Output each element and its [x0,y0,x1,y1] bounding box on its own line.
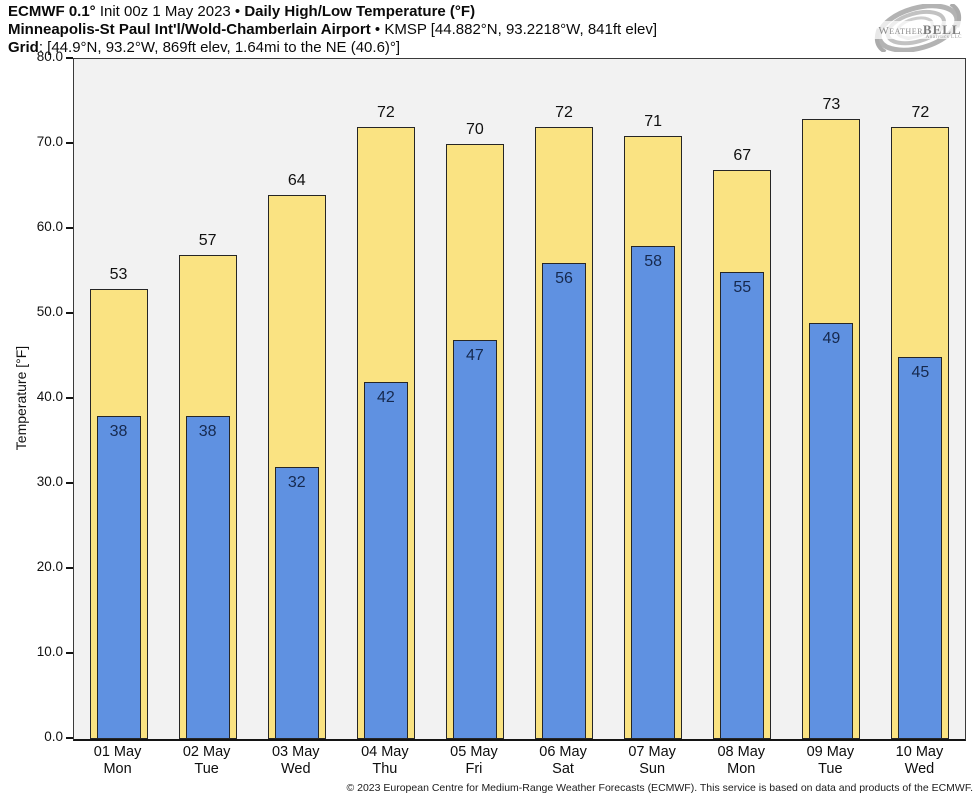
x-tick-date: 02 May [182,744,231,760]
low-bar [96,416,141,739]
y-tick-mark [66,397,73,399]
x-tick-date: 04 May [361,744,409,760]
x-tick-label: 10 May Wed [874,744,964,778]
y-tick-mark [66,567,73,569]
x-tick-weekday: Thu [372,761,398,777]
logo-subtitle: Analytics LLC [925,35,962,40]
high-value-label: 72 [376,104,395,121]
x-tick-label: 04 May Thu [340,744,430,778]
x-tick-date: 07 May [628,744,676,760]
high-value-label: 57 [198,231,217,249]
y-tick-mark [66,57,73,59]
weatherbell-logo: WeatherBELL Analytics LLC [866,4,970,52]
x-tick-label: 07 May Sun [607,744,697,778]
y-tick-label: 60.0 [36,219,63,234]
x-tick-label: 01 May Mon [73,744,163,778]
low-value-label: 56 [555,270,573,287]
low-value-label: 38 [109,423,128,440]
y-tick-mark [66,312,73,314]
y-tick-label: 70.0 [36,134,63,149]
x-tick-weekday: Sun [639,761,666,777]
x-tick-date: 06 May [539,744,587,760]
x-tick-weekday: Mon [103,761,132,777]
y-tick-label: 20.0 [36,559,63,574]
low-value-label: 58 [644,253,663,270]
x-tick-weekday: Sat [552,761,574,777]
low-value-label: 47 [466,346,484,364]
x-tick-weekday: Mon [727,761,756,777]
low-value-label: 32 [287,474,306,491]
low-bar [363,382,408,739]
y-tick-label: 40.0 [36,389,63,404]
low-value-label: 45 [911,363,930,381]
x-tick-label: 05 May Fri [429,744,519,778]
header-line-2: Minneapolis-St Paul Int'l/Wold-Chamberla… [8,21,658,38]
header-model-label: ECMWF 0.1° [8,3,96,20]
low-value-label: 55 [733,278,752,296]
x-tick-date: 08 May [717,744,766,760]
header-line-1: ECMWF 0.1° Init 00z 1 May 2023 • Daily H… [8,3,476,20]
y-tick-mark [66,652,73,654]
x-tick-date: 10 May [895,744,944,760]
x-tick-weekday: Tue [818,761,843,777]
high-value-label: 72 [555,104,573,121]
low-bar [452,339,497,739]
x-tick-date: 01 May [93,744,142,760]
y-tick-mark [66,227,73,229]
low-bar [631,246,676,739]
x-tick-weekday: Wed [280,761,311,777]
y-tick-label: 80.0 [36,49,63,64]
low-bar [542,263,587,739]
x-tick-label: 03 May Wed [251,744,341,778]
high-value-label: 72 [911,104,930,121]
plot-area: 53 38 57 38 64 32 72 42 70 47 72 56 71 58 67 55 73 49 72 45 [73,58,966,741]
y-tick-mark [66,482,73,484]
y-tick-mark [66,737,73,739]
low-bar [185,416,230,739]
x-tick-label: 06 May Sat [518,744,608,778]
y-tick-label: 30.0 [36,474,63,489]
chart-header: ECMWF 0.1° Init 00z 1 May 2023 • Daily H… [8,3,657,57]
y-tick-label: 0.0 [44,729,63,744]
copyright-text: © 2023 European Centre for Medium-Range … [346,782,973,794]
y-tick-label: 10.0 [36,644,63,659]
low-bar [809,322,854,739]
low-bar [274,467,319,739]
high-value-label: 73 [822,95,841,113]
low-bar [898,356,943,739]
x-tick-date: 05 May [450,744,498,760]
header-station-name: Minneapolis-St Paul Int'l/Wold-Chamberla… [8,21,371,38]
high-value-label: 67 [733,146,752,164]
high-value-label: 70 [466,121,484,138]
high-value-label: 53 [109,265,128,283]
x-tick-date: 09 May [806,744,855,760]
logo-wordmark: WeatherBELL [872,21,968,39]
x-tick-label: 08 May Mon [696,744,786,778]
low-bar [720,271,765,739]
low-value-label: 38 [198,423,217,440]
x-tick-label: 09 May Tue [785,744,875,778]
high-value-label: 64 [287,172,306,189]
header-grid-label: Grid [8,39,39,56]
header-product-label: Daily High/Low Temperature (°F) [244,3,476,20]
x-tick-weekday: Tue [194,761,219,777]
high-value-label: 71 [644,112,663,130]
x-tick-weekday: Wed [904,761,935,777]
header-line-3: Grid: [44.9°N, 93.2°W, 869ft elev, 1.64m… [8,39,401,56]
low-value-label: 49 [822,329,841,347]
x-tick-date: 03 May [271,744,320,760]
low-value-label: 42 [376,389,395,406]
x-tick-label: 02 May Tue [162,744,252,778]
y-tick-mark [66,142,73,144]
x-tick-weekday: Fri [465,761,483,777]
y-tick-label: 50.0 [36,304,63,319]
